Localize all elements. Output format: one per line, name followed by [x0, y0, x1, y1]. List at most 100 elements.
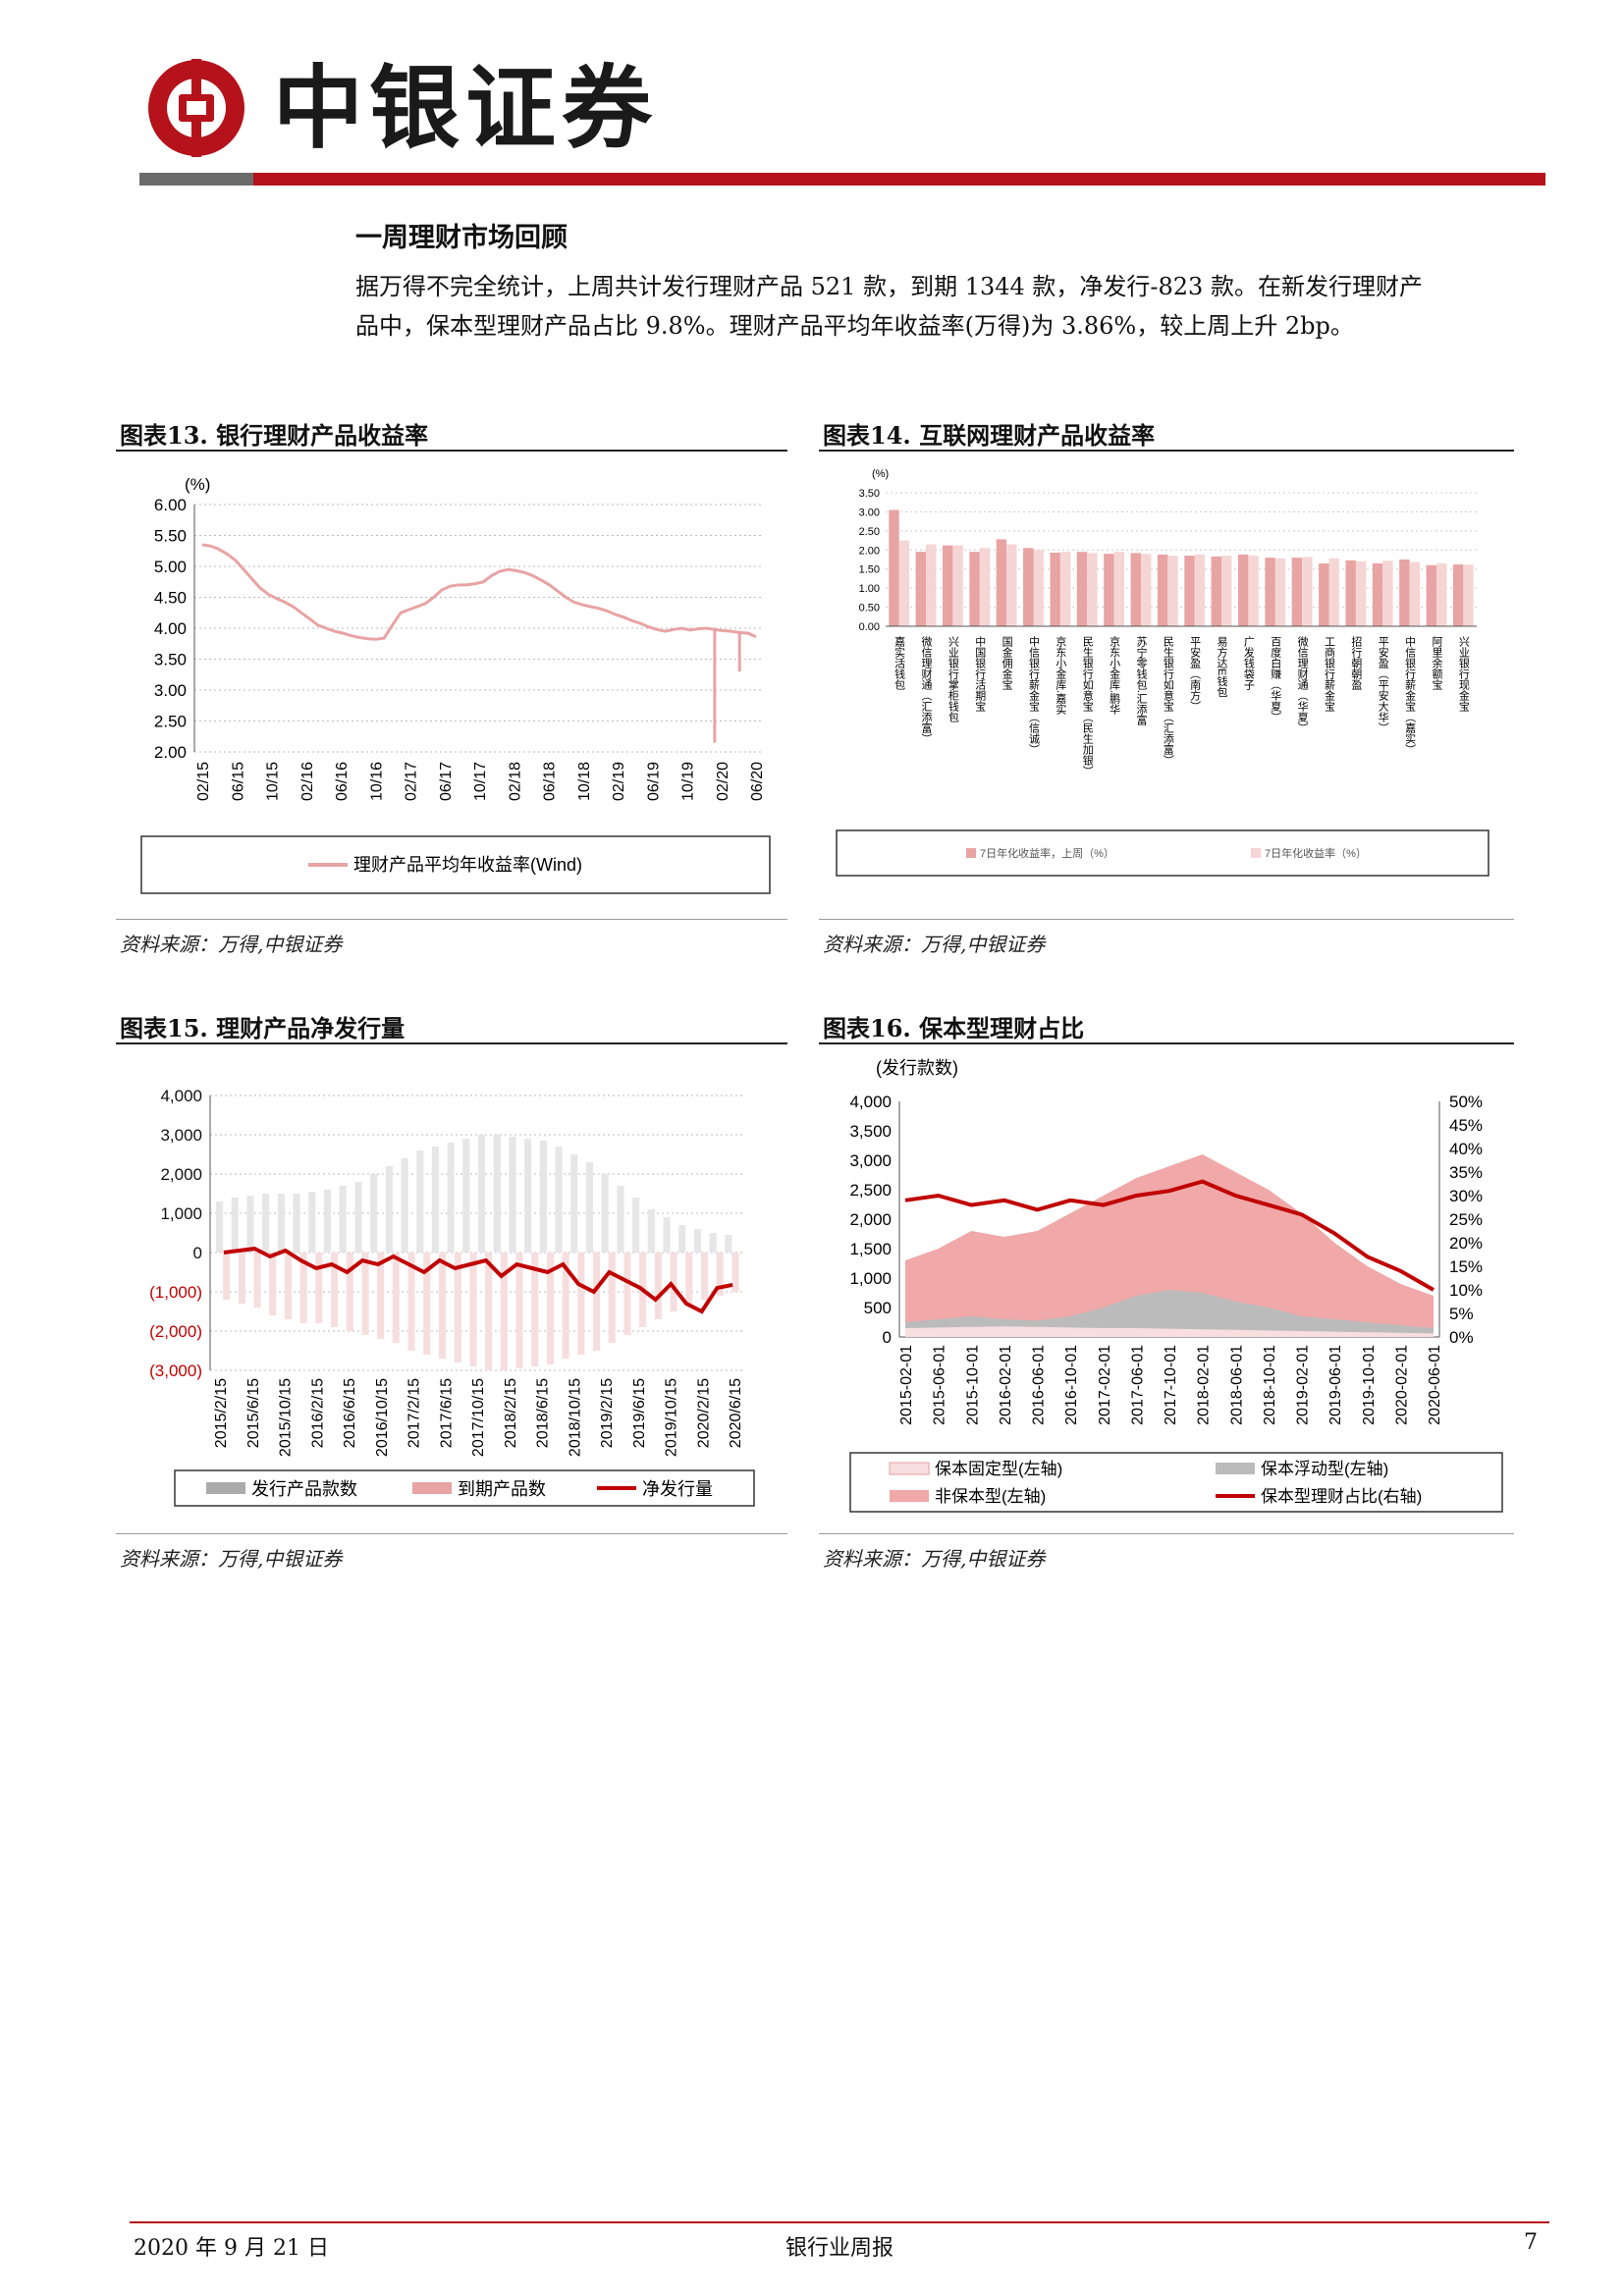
- x-tick-label: 2015-02-01: [898, 1345, 915, 1425]
- bar-issued: [293, 1194, 300, 1253]
- bar-issued: [385, 1166, 393, 1253]
- x-tick-label: 2018/2/15: [503, 1378, 519, 1448]
- bar: [1319, 562, 1329, 626]
- y-left-tick-label: 2,000: [849, 1210, 892, 1229]
- bar-issued: [447, 1143, 455, 1253]
- bar: [1076, 552, 1088, 626]
- figure-13-rule: [116, 450, 787, 452]
- x-category-label: 京东小金库.嘉实: [1055, 635, 1067, 715]
- x-category-label: 兴业银行掌柜钱包: [947, 636, 959, 722]
- bar-matured: [315, 1253, 323, 1323]
- bar-matured: [731, 1253, 739, 1292]
- bar: [1463, 564, 1474, 626]
- x-category-label: 百度白赚（华夏）: [1270, 636, 1282, 722]
- bar: [1355, 561, 1367, 626]
- legend-label: 发行产品款数: [251, 1479, 357, 1499]
- x-tick-label: 2018-02-01: [1196, 1345, 1213, 1425]
- figure-16-source: 资料来源：万得,中银证券: [823, 1547, 1046, 1571]
- bar: [1238, 554, 1249, 626]
- bar-matured: [392, 1253, 400, 1343]
- bar: [1087, 553, 1098, 626]
- bar: [1265, 558, 1275, 626]
- bar: [1194, 554, 1206, 626]
- bar: [1050, 553, 1060, 626]
- bar-issued: [231, 1198, 239, 1253]
- x-tick-label: 02/19: [611, 762, 627, 801]
- bar-issued: [678, 1225, 686, 1253]
- bar-matured: [562, 1253, 569, 1359]
- x-tick-label: 2019-02-01: [1295, 1345, 1312, 1425]
- x-category-label: 招行朝朝盈: [1350, 635, 1363, 690]
- x-tick-label: 2016-02-01: [998, 1345, 1014, 1425]
- bar-issued: [262, 1194, 270, 1253]
- y-tick-label: 3.50: [154, 651, 187, 669]
- bar-matured: [223, 1253, 231, 1300]
- bar: [1130, 553, 1141, 626]
- y-right-tick-label: 40%: [1449, 1140, 1483, 1158]
- bar-matured: [331, 1253, 339, 1327]
- bar: [1274, 558, 1286, 626]
- bar-issued: [570, 1154, 578, 1253]
- series-line-yield: [201, 543, 757, 743]
- bar: [1211, 556, 1221, 626]
- x-tick-label: 2018/6/15: [535, 1378, 552, 1448]
- bar: [979, 548, 991, 626]
- x-tick-label: 10/16: [368, 762, 385, 801]
- y-tick-label: 3.50: [859, 488, 880, 500]
- x-tick-label: 2020-02-01: [1393, 1345, 1410, 1425]
- x-tick-label: 2015/10/15: [278, 1378, 295, 1457]
- bar-matured: [377, 1253, 385, 1339]
- paragraph-line: 据万得不完全统计，上周共计发行理财产品 521 款，到期 1344 款，净发行-…: [355, 273, 1423, 300]
- bar-matured: [623, 1253, 631, 1335]
- x-tick-label: 06/15: [230, 762, 246, 801]
- bar: [1452, 564, 1464, 626]
- bar-issued: [709, 1233, 717, 1253]
- company-logo-icon: [145, 57, 247, 159]
- x-category-label: 微信理财通（华夏）: [1296, 635, 1309, 733]
- figure-15-bottom-rule: [116, 1533, 787, 1534]
- bar-issued: [370, 1174, 378, 1253]
- y-tick-label: 4.00: [154, 619, 187, 638]
- figure-13-chart: (%) 6.00 5.50 5.00 4.50 4.00 3.50 3.00 2.50 2.00 0…: [116, 454, 787, 905]
- figure-15-chart: 4,000 3,000 2,000 1,000 0 (1,000) (2,000) (3,00…: [116, 1046, 787, 1522]
- y-tick-label: 3.00: [859, 507, 880, 518]
- bar: [1033, 550, 1044, 626]
- bar-matured: [423, 1253, 431, 1355]
- x-tick-label: 2019/6/15: [631, 1378, 648, 1448]
- x-tick-label: 02/20: [715, 762, 731, 801]
- figure-13-svg: (%) 6.00 5.50 5.00 4.50 4.00 3.50 3.00 2.50 2.00 0…: [140, 475, 771, 894]
- bar-issued: [693, 1229, 701, 1253]
- y-tick-label: 5.00: [154, 558, 187, 576]
- legend-label: 非保本型(左轴): [935, 1487, 1046, 1506]
- y-tick-label: 2.50: [859, 526, 880, 538]
- bar-matured: [485, 1253, 493, 1370]
- series-line-net: [223, 1246, 733, 1314]
- bar: [889, 509, 899, 626]
- y-tick-label: (3,000): [149, 1362, 202, 1380]
- bar: [996, 539, 1007, 626]
- figure-15-source: 资料来源：万得,中银证券: [120, 1547, 343, 1571]
- x-tick-label: 2015-10-01: [964, 1345, 981, 1425]
- legend-swatch: [412, 1482, 452, 1494]
- bar-issued: [524, 1139, 532, 1253]
- y-right-tick-label: 10%: [1449, 1281, 1483, 1300]
- x-tick-label: 2017/2/15: [406, 1378, 423, 1448]
- bar-matured: [515, 1253, 523, 1368]
- bar-matured: [346, 1253, 353, 1331]
- y-right-tick-label: 35%: [1449, 1163, 1483, 1182]
- bar-issued: [632, 1198, 640, 1253]
- x-tick-label: 06/16: [334, 762, 351, 801]
- legend-label: 到期产品数: [458, 1479, 546, 1499]
- y-right-tick-label: 25%: [1449, 1210, 1483, 1229]
- legend-label: 保本型理财占比(右轴): [1261, 1487, 1422, 1506]
- y-left-tick-label: 3,500: [849, 1122, 892, 1141]
- bar: [1059, 552, 1071, 626]
- y-tick-label: 5.50: [154, 527, 187, 546]
- y-tick-label: 2.50: [154, 713, 187, 731]
- bar: [1006, 544, 1017, 626]
- x-tick-label: 2019-10-01: [1361, 1345, 1378, 1425]
- x-tick-label: 2015-06-01: [932, 1345, 948, 1425]
- figure-15-rule: [116, 1042, 787, 1044]
- legend-swatch: [889, 1462, 930, 1475]
- footer-page-number: 7: [1524, 2230, 1538, 2255]
